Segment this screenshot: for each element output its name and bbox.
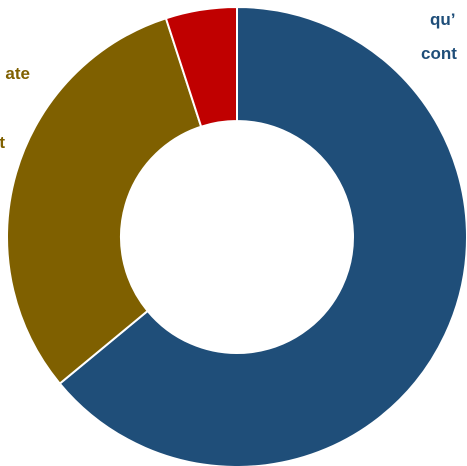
donut-slice-2	[6, 16, 203, 386]
slice-label-4: t	[0, 133, 5, 152]
donut-slice-3	[164, 5, 238, 128]
slice-label-2: cont	[421, 44, 457, 63]
slice-label-1: qu’	[430, 10, 456, 29]
slice-label-3: ate	[5, 64, 30, 83]
donut-slice-1	[58, 5, 467, 466]
